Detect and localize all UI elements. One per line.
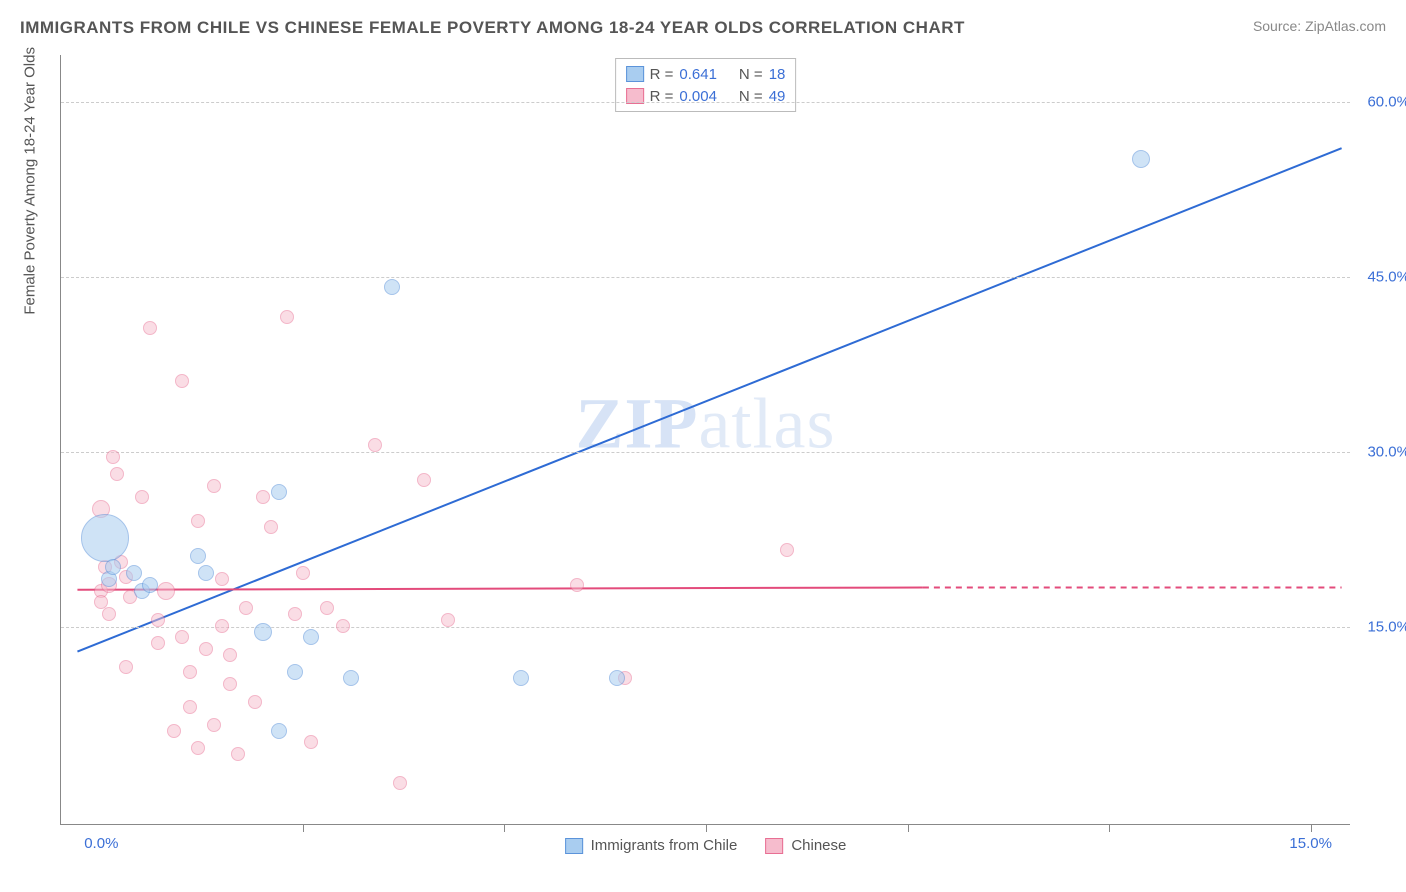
gridline-h bbox=[61, 102, 1350, 103]
chinese-point bbox=[215, 572, 229, 586]
chinese-point bbox=[135, 490, 149, 504]
chinese-point bbox=[570, 578, 584, 592]
chile-point bbox=[81, 514, 129, 562]
chinese-point bbox=[239, 601, 253, 615]
x-tick bbox=[303, 824, 304, 832]
legend-row-chile: R = 0.641 N = 18 bbox=[626, 63, 786, 85]
chinese-point bbox=[264, 520, 278, 534]
x-tick bbox=[504, 824, 505, 832]
trend-lines bbox=[61, 55, 1350, 824]
chinese-point bbox=[151, 613, 165, 627]
chart-title: IMMIGRANTS FROM CHILE VS CHINESE FEMALE … bbox=[20, 18, 965, 37]
x-tick bbox=[706, 824, 707, 832]
chile-n-value: 18 bbox=[769, 66, 786, 83]
chinese-point bbox=[223, 648, 237, 662]
x-tick bbox=[908, 824, 909, 832]
chile-swatch-icon bbox=[565, 838, 583, 854]
chinese-point bbox=[106, 450, 120, 464]
chinese-point bbox=[191, 514, 205, 528]
chinese-point bbox=[215, 619, 229, 633]
chile-point bbox=[303, 629, 319, 645]
chinese-point bbox=[441, 613, 455, 627]
chinese-point bbox=[368, 438, 382, 452]
gridline-h bbox=[61, 277, 1350, 278]
series-legend: Immigrants from Chile Chinese bbox=[565, 837, 847, 854]
chinese-point bbox=[256, 490, 270, 504]
chinese-point bbox=[207, 479, 221, 493]
chinese-point bbox=[393, 776, 407, 790]
chinese-point bbox=[167, 724, 181, 738]
chinese-point bbox=[288, 607, 302, 621]
chinese-point bbox=[143, 321, 157, 335]
chinese-series-label: Chinese bbox=[791, 837, 846, 854]
chile-point bbox=[198, 565, 214, 581]
chile-point bbox=[513, 670, 529, 686]
chinese-swatch-icon bbox=[765, 838, 783, 854]
y-tick-label: 60.0% bbox=[1355, 93, 1406, 110]
chinese-point bbox=[780, 543, 794, 557]
watermark: ZIPatlas bbox=[576, 383, 836, 466]
chinese-point bbox=[207, 718, 221, 732]
chinese-point bbox=[102, 607, 116, 621]
chinese-point bbox=[175, 374, 189, 388]
chinese-point bbox=[320, 601, 334, 615]
chile-point bbox=[609, 670, 625, 686]
chile-point bbox=[105, 559, 121, 575]
y-axis-label: Female Poverty Among 18-24 Year Olds bbox=[22, 47, 39, 315]
chinese-point bbox=[119, 660, 133, 674]
chinese-point bbox=[199, 642, 213, 656]
x-tick-label: 15.0% bbox=[1289, 835, 1332, 852]
chile-point bbox=[343, 670, 359, 686]
legend-item-chinese: Chinese bbox=[765, 837, 846, 854]
chile-point bbox=[384, 279, 400, 295]
r-label: R = bbox=[650, 66, 674, 83]
chinese-point bbox=[417, 473, 431, 487]
chile-series-label: Immigrants from Chile bbox=[591, 837, 738, 854]
x-tick bbox=[1311, 824, 1312, 832]
chile-point bbox=[1132, 150, 1150, 168]
chinese-point bbox=[280, 310, 294, 324]
chart-plot-area: ZIPatlas R = 0.641 N = 18 R = 0.004 N = … bbox=[60, 55, 1350, 825]
chile-point bbox=[271, 484, 287, 500]
chinese-point bbox=[231, 747, 245, 761]
n-label: N = bbox=[739, 66, 763, 83]
legend-item-chile: Immigrants from Chile bbox=[565, 837, 738, 854]
chile-point bbox=[190, 548, 206, 564]
chinese-point bbox=[183, 665, 197, 679]
source-label: Source: ZipAtlas.com bbox=[1253, 18, 1386, 34]
chinese-point bbox=[183, 700, 197, 714]
chinese-point bbox=[304, 735, 318, 749]
chile-point bbox=[287, 664, 303, 680]
chinese-point bbox=[336, 619, 350, 633]
y-tick-label: 15.0% bbox=[1355, 618, 1406, 635]
correlation-legend: R = 0.641 N = 18 R = 0.004 N = 49 bbox=[615, 58, 797, 112]
chinese-point bbox=[157, 582, 175, 600]
chile-point bbox=[271, 723, 287, 739]
x-tick bbox=[1109, 824, 1110, 832]
legend-row-chinese: R = 0.004 N = 49 bbox=[626, 85, 786, 107]
chinese-point bbox=[296, 566, 310, 580]
chile-point bbox=[254, 623, 272, 641]
chile-point bbox=[142, 577, 158, 593]
chinese-point bbox=[110, 467, 124, 481]
chinese-point bbox=[248, 695, 262, 709]
gridline-h bbox=[61, 452, 1350, 453]
chile-r-value: 0.641 bbox=[679, 66, 717, 83]
chinese-point bbox=[191, 741, 205, 755]
chile-point bbox=[126, 565, 142, 581]
chinese-point bbox=[175, 630, 189, 644]
chinese-point bbox=[151, 636, 165, 650]
x-tick-label: 0.0% bbox=[84, 835, 118, 852]
y-tick-label: 45.0% bbox=[1355, 268, 1406, 285]
chinese-point bbox=[223, 677, 237, 691]
chile-swatch-icon bbox=[626, 66, 644, 82]
y-tick-label: 30.0% bbox=[1355, 443, 1406, 460]
